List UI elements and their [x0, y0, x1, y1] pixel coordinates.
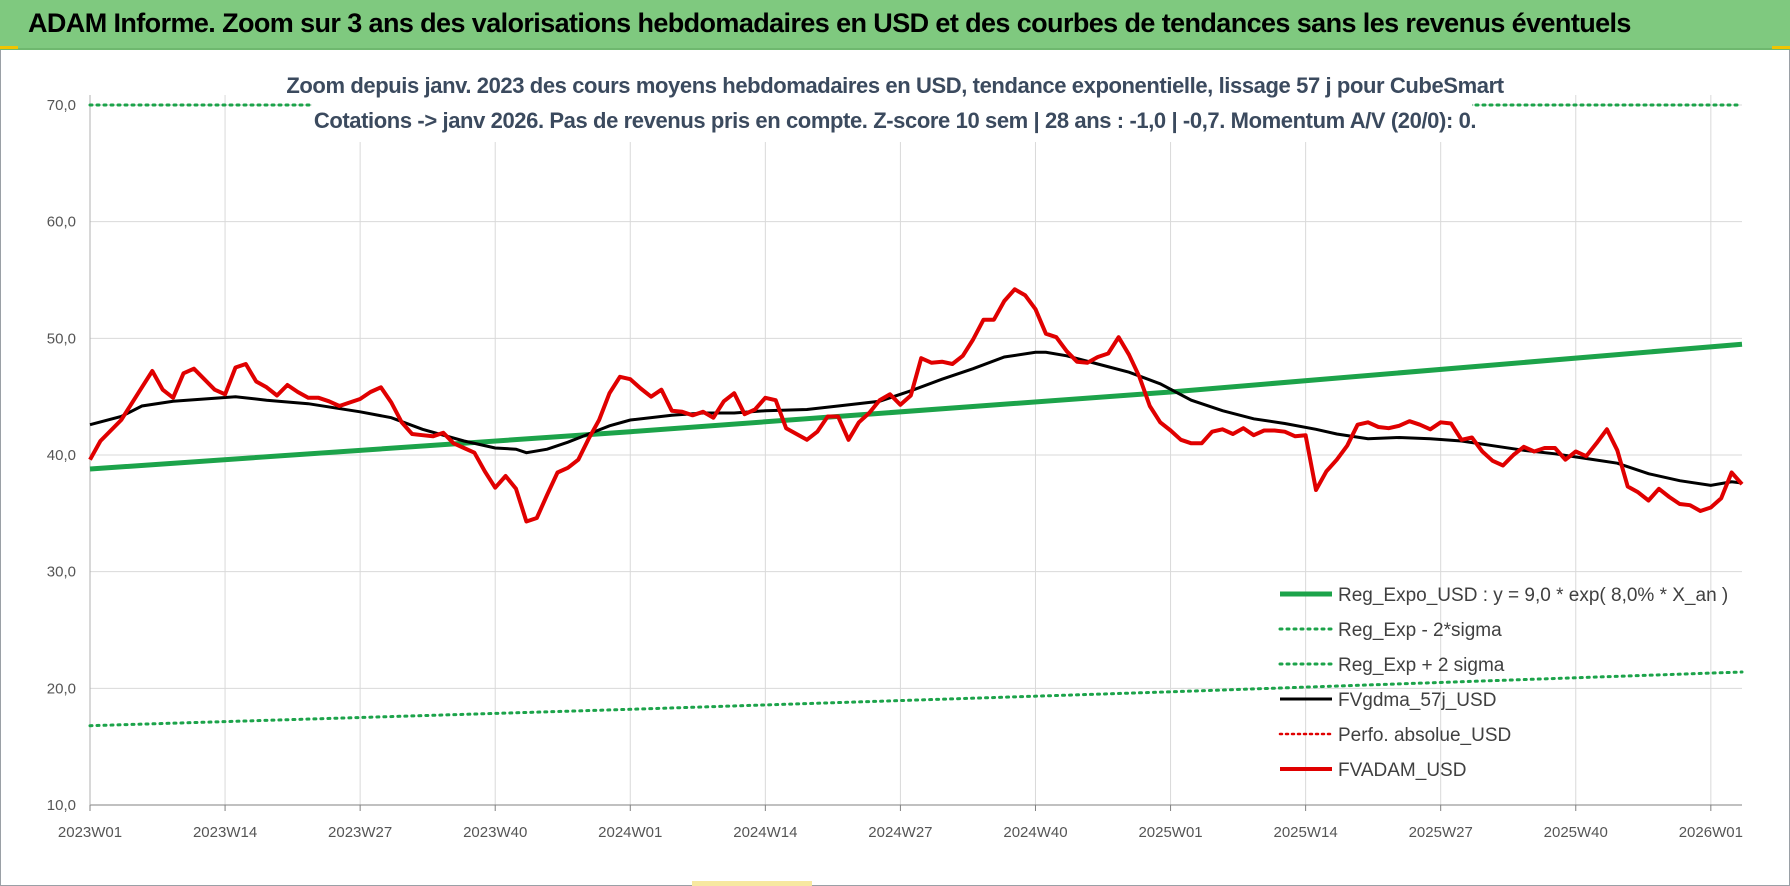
legend-label: FVADAM_USD — [1338, 760, 1466, 781]
x-tick-label: 2026W01 — [1679, 824, 1743, 841]
chart-title: Zoom depuis janv. 2023 des cours moyens … — [286, 73, 1504, 98]
x-tick-label: 2024W40 — [1003, 824, 1067, 841]
banner-corner-right — [1772, 46, 1790, 49]
x-tick-label: 2024W27 — [868, 824, 932, 841]
report-title: ADAM Informe. Zoom sur 3 ans des valoris… — [28, 8, 1631, 38]
series-lines — [88, 62, 1744, 728]
x-tick-label: 2023W14 — [193, 824, 257, 841]
y-tick-label: 50,0 — [47, 330, 76, 347]
legend: Reg_Expo_USD : y = 9,0 * exp( 8,0% * X_a… — [1278, 585, 1728, 781]
title-box — [312, 62, 1472, 142]
x-tick-label: 2024W14 — [733, 824, 797, 841]
axes: 10,0 20,0 30,0 40,0 50,0 60,0 70,0 2023W01 2023W… — [47, 95, 1743, 841]
y-tick-label: 10,0 — [47, 797, 76, 814]
report-banner: ADAM Informe. Zoom sur 3 ans des valoris… — [0, 0, 1790, 50]
y-tick-label: 40,0 — [47, 447, 76, 464]
x-tick-label: 2025W14 — [1274, 824, 1338, 841]
legend-label: Reg_Exp + 2 sigma — [1338, 655, 1505, 676]
chart-subtitle: Cotations -> janv 2026. Pas de revenus p… — [313, 108, 1477, 133]
bottom-marker — [692, 881, 812, 886]
x-tick-label: 2023W27 — [328, 824, 392, 841]
x-tick-label: 2025W27 — [1409, 824, 1473, 841]
y-tick-label: 70,0 — [47, 97, 76, 114]
grid — [89, 95, 1742, 806]
banner-corner-left — [0, 46, 18, 49]
x-tick-label: 2025W01 — [1138, 824, 1202, 841]
legend-label: Reg_Exp - 2*sigma — [1338, 620, 1502, 641]
legend-label: Reg_Expo_USD : y = 9,0 * exp( 8,0% * X_a… — [1338, 585, 1728, 606]
trend-line — [89, 341, 1743, 472]
legend-label: FVgdma_57j_USD — [1338, 690, 1496, 711]
x-tick-label: 2024W01 — [598, 824, 662, 841]
x-tick-label: 2023W01 — [58, 824, 122, 841]
legend-label: Perfo. absolue_USD — [1338, 725, 1511, 746]
x-tick-label: 2025W40 — [1544, 824, 1608, 841]
y-tick-label: 20,0 — [47, 680, 76, 697]
x-tick-label: 2023W40 — [463, 824, 527, 841]
sigma-lower-line — [88, 670, 1744, 728]
y-tick-label: 60,0 — [47, 214, 76, 231]
y-tick-label: 30,0 — [47, 564, 76, 581]
fvadam-line — [88, 287, 1744, 524]
